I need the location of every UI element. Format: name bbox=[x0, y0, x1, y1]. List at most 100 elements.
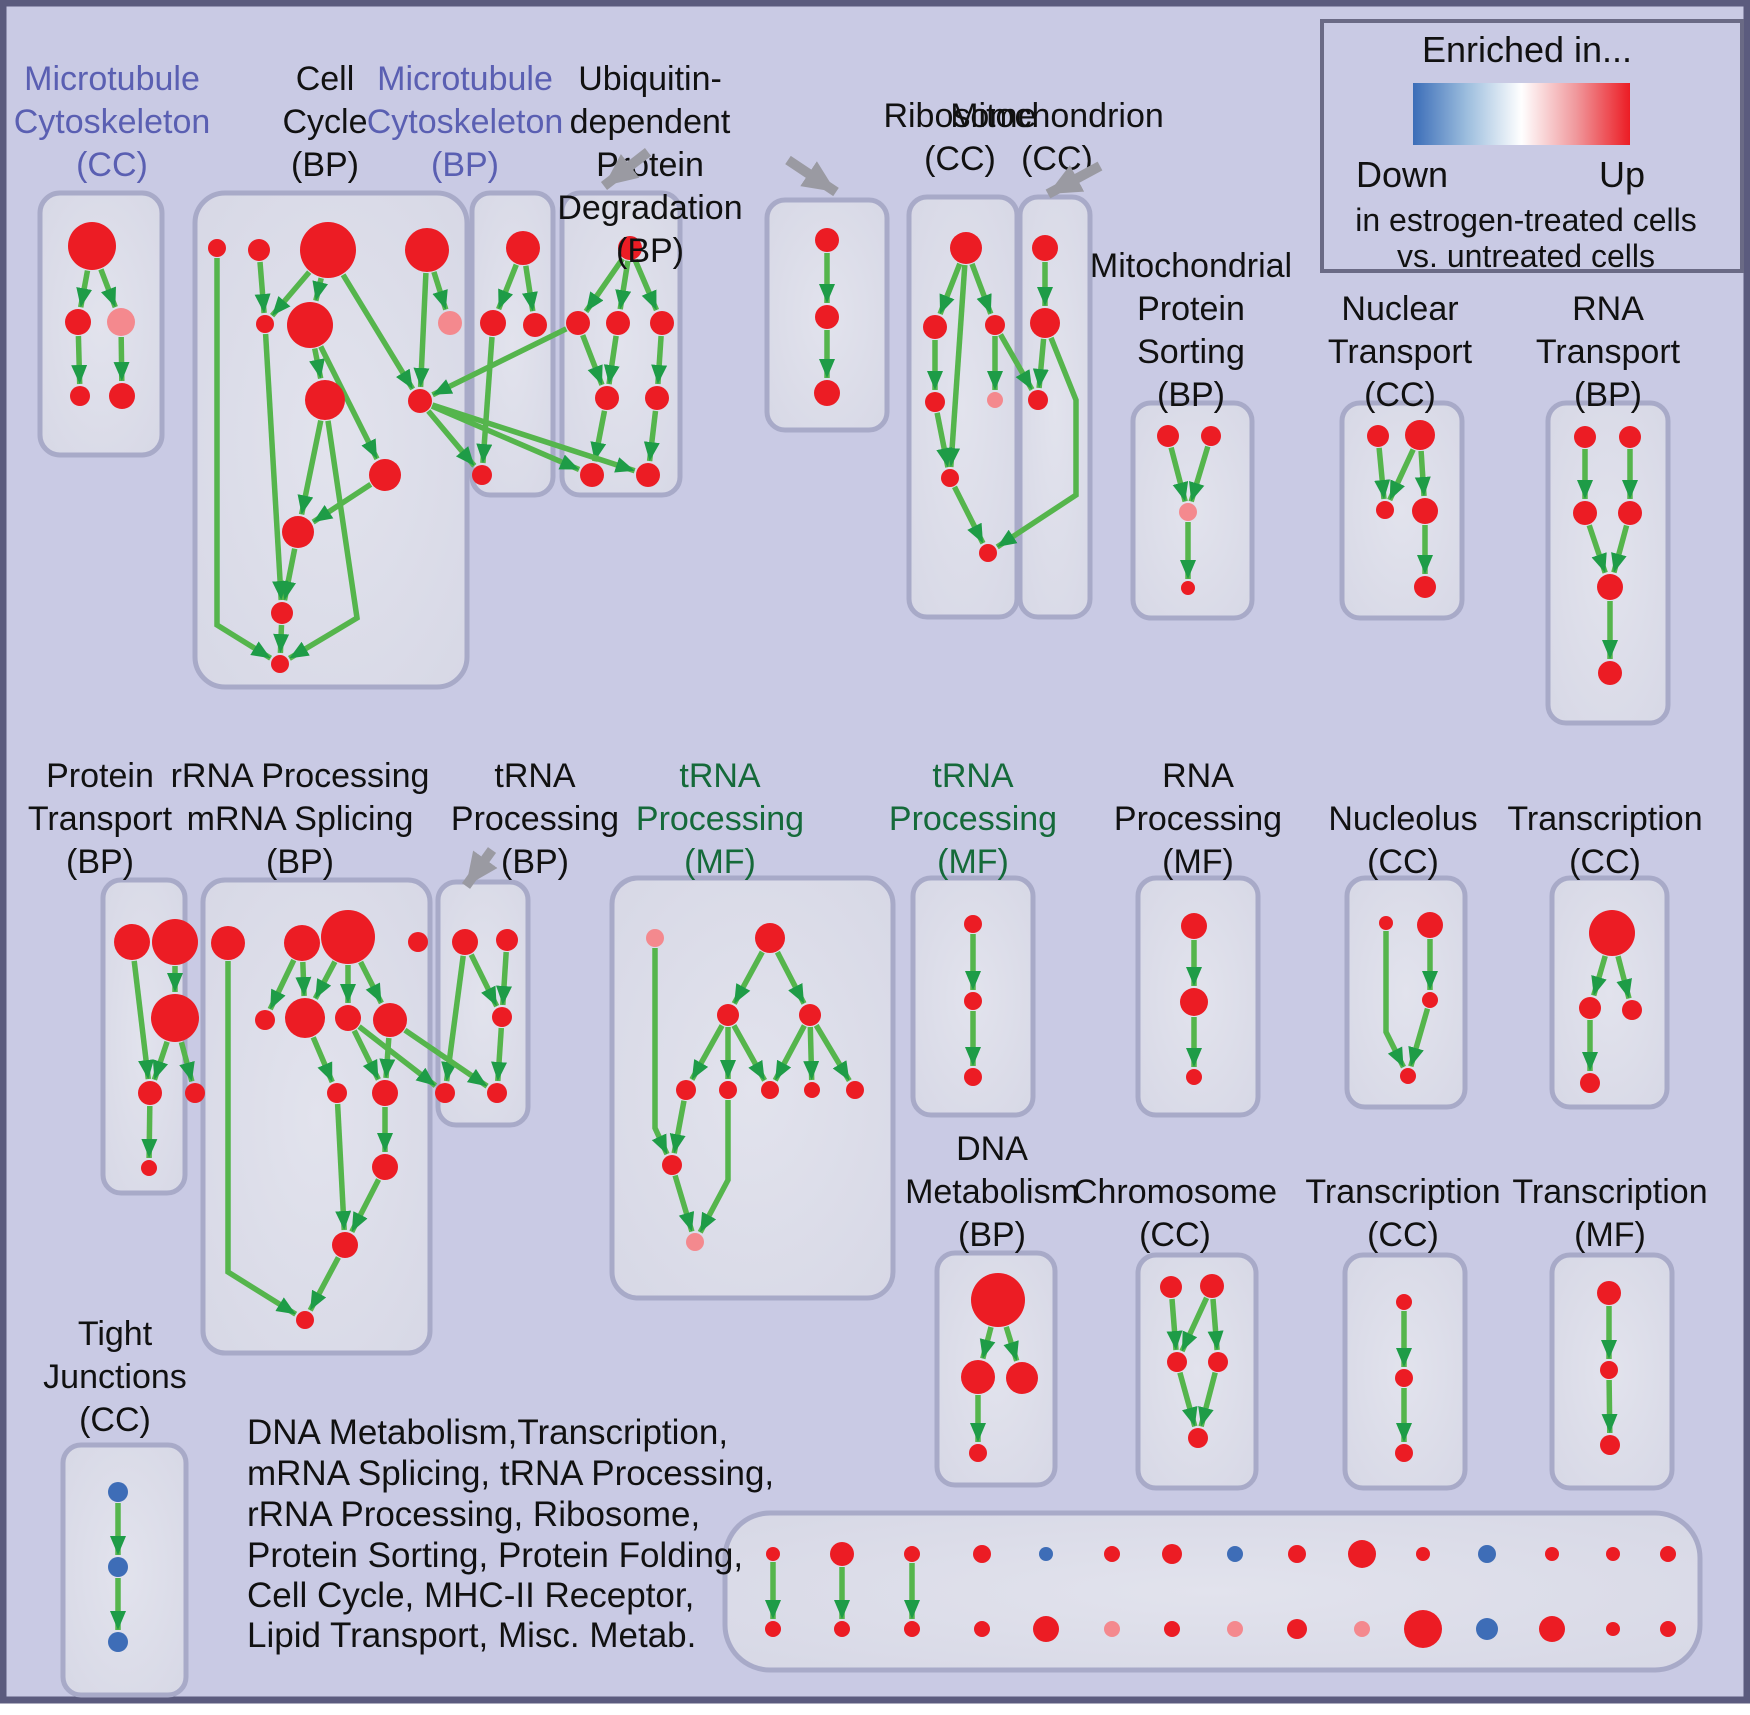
misc-category-text-line: Lipid Transport, Misc. Metab. bbox=[247, 1616, 696, 1655]
group-label-ribosome-cc: Ribosome (CC) bbox=[883, 97, 1036, 178]
edge-trna-processing-bp bbox=[491, 1027, 508, 1082]
gene-node-trna-processing-mf-large bbox=[676, 1080, 696, 1100]
gene-node-nuclear-transport-cc bbox=[1405, 420, 1435, 450]
gene-node-trna-processing-mf-small bbox=[964, 992, 982, 1010]
edge-trna-processing-bp bbox=[468, 953, 500, 1008]
gene-node-trna-processing-mf-large bbox=[646, 929, 664, 947]
gene-node-microtubule-cytoskeleton-bp bbox=[523, 313, 547, 337]
gene-node-microtubule-cytoskeleton-cc bbox=[107, 308, 135, 336]
gene-node-transcription-cc-lower bbox=[1395, 1444, 1413, 1462]
gene-node-ubiquitin-degradation-left bbox=[645, 386, 669, 410]
gene-node-misc-top bbox=[1416, 1547, 1430, 1561]
gene-node-rrna-processing-mrna-splicing-bp bbox=[372, 1154, 398, 1180]
edge-microtubule-cytoskeleton-cc bbox=[71, 335, 88, 385]
edge-nuclear-transport-cc bbox=[1374, 447, 1391, 500]
group-label-trna-processing-bp: tRNA Processing (BP) bbox=[451, 757, 619, 881]
edge-trna-processing-mf-large bbox=[651, 948, 670, 1156]
gene-node-misc-bottom bbox=[904, 1621, 920, 1637]
gene-node-trna-processing-bp bbox=[496, 929, 518, 951]
gene-node-trna-processing-mf-large bbox=[761, 1081, 779, 1099]
group-label-nucleolus-cc: Nucleolus (CC) bbox=[1328, 800, 1477, 881]
gene-node-trna-processing-mf-large bbox=[662, 1155, 682, 1175]
edge-cell-cycle-bp bbox=[309, 347, 325, 379]
gene-node-trna-processing-mf-large bbox=[804, 1082, 820, 1098]
group-box-transcription-cc-upper bbox=[1549, 875, 1670, 1110]
gene-node-misc-top bbox=[1348, 1540, 1376, 1568]
edge-rrna-processing-mrna-splicing-bp bbox=[358, 960, 384, 1005]
edge-ribosome-cc bbox=[937, 262, 963, 316]
gene-node-cell-cycle-bp bbox=[369, 459, 401, 491]
label-pointer-arrow bbox=[785, 155, 839, 197]
legend-subtitle-2: vs. untreated cells bbox=[1397, 238, 1655, 274]
edge-cross-group bbox=[998, 333, 1035, 391]
gene-node-chromosome-cc bbox=[1167, 1352, 1187, 1372]
gene-node-transcription-cc-lower bbox=[1396, 1294, 1412, 1310]
edge-protein-transport-bp bbox=[178, 1041, 195, 1083]
gene-node-rrna-processing-mrna-splicing-bp bbox=[284, 925, 320, 961]
gene-node-nuclear-transport-cc bbox=[1376, 501, 1394, 519]
edge-rrna-processing-mrna-splicing-bp bbox=[295, 961, 312, 997]
group-box-nuclear-transport-cc bbox=[1339, 400, 1465, 621]
gene-node-tight-junctions-cc bbox=[108, 1557, 128, 1577]
gene-node-protein-transport-bp bbox=[185, 1083, 205, 1103]
edge-trna-processing-mf-large bbox=[813, 1023, 852, 1083]
gene-node-trna-processing-bp bbox=[487, 1083, 507, 1103]
gene-node-ribosome-cc bbox=[950, 232, 982, 264]
edge-ubiquitin-degradation-left bbox=[632, 258, 660, 312]
gene-node-misc-top bbox=[1104, 1546, 1120, 1562]
gene-node-mitochondrion-cc bbox=[1030, 308, 1060, 338]
gene-node-misc-top bbox=[1162, 1544, 1182, 1564]
edge-dna-metabolism-bp bbox=[1003, 1325, 1020, 1362]
edge-transcription-cc-upper bbox=[1591, 955, 1608, 997]
edge-chromosome-cc bbox=[1179, 1296, 1210, 1353]
group-label-trna-processing-mf-small: tRNA Processing (MF) bbox=[889, 757, 1057, 881]
gene-node-rrna-processing-mrna-splicing-bp bbox=[255, 1010, 275, 1030]
edge-ubiquitin-degradation-left bbox=[651, 335, 668, 385]
gene-node-trna-processing-mf-large bbox=[755, 923, 785, 953]
gene-node-rrna-processing-mrna-splicing-bp bbox=[327, 1083, 347, 1103]
group-box-microtubule-cytoskeleton-bp bbox=[469, 190, 556, 498]
misc-category-text-line: mRNA Splicing, tRNA Processing, bbox=[247, 1454, 774, 1493]
gene-node-ubiquitin-degradation-left bbox=[618, 236, 642, 260]
gene-node-trna-processing-mf-large bbox=[717, 1004, 739, 1026]
edge-protein-transport-bp bbox=[151, 1040, 170, 1081]
edge-cell-cycle-bp bbox=[254, 261, 271, 314]
edge-chromosome-cc bbox=[1207, 1298, 1224, 1351]
gene-node-rrna-processing-mrna-splicing-bp bbox=[373, 1003, 407, 1037]
gene-node-cell-cycle-bp bbox=[271, 602, 293, 624]
gene-node-dna-metabolism-bp bbox=[969, 1444, 987, 1462]
label-pointer-arrow bbox=[600, 148, 652, 190]
edge-rrna-processing-mrna-splicing-bp bbox=[349, 1178, 382, 1233]
gene-node-ribosome-cc bbox=[941, 469, 959, 487]
edge-cell-cycle-bp bbox=[413, 272, 430, 388]
group-label-ubiquitin-degradation-left: Ubiquitin-dependent Protein Degradation (BP… bbox=[557, 60, 742, 270]
edge-trna-processing-mf-large bbox=[774, 950, 807, 1005]
gene-node-ubiquitin-degradation-left bbox=[650, 311, 674, 335]
edge-transcription-cc-upper bbox=[1615, 955, 1632, 1000]
edge-cell-cycle-bp bbox=[214, 258, 273, 661]
gene-node-nucleolus-cc bbox=[1379, 916, 1393, 930]
gene-node-microtubule-cytoskeleton-bp bbox=[480, 310, 506, 336]
edge-cross-group bbox=[430, 403, 581, 473]
legend-box bbox=[1320, 19, 1744, 273]
edge-chromosome-cc bbox=[1198, 1371, 1218, 1428]
edge-rrna-processing-mrna-splicing-bp bbox=[225, 961, 298, 1317]
gene-node-rna-transport-bp bbox=[1597, 574, 1623, 600]
group-box-dna-metabolism-bp bbox=[934, 1250, 1058, 1488]
gene-node-rrna-processing-mrna-splicing-bp bbox=[321, 910, 375, 964]
edge-cell-cycle-bp bbox=[270, 270, 312, 318]
edge-trna-processing-bp bbox=[496, 951, 512, 1006]
gene-node-rna-transport-bp bbox=[1573, 501, 1597, 525]
misc-category-text-line: rRNA Processing, Ribosome, bbox=[247, 1495, 700, 1534]
edge-mitochondrial-protein-sorting-bp bbox=[1188, 445, 1211, 503]
edge-cell-cycle-bp bbox=[340, 273, 416, 391]
gene-node-misc-bottom bbox=[765, 1621, 781, 1637]
group-box-misc-categories bbox=[722, 1510, 1703, 1673]
edge-rna-transport-bp bbox=[1586, 524, 1608, 574]
edge-protein-transport-bp bbox=[131, 960, 154, 1080]
edge-ubiquitin-degradation-left bbox=[590, 410, 608, 462]
gene-node-rna-transport-bp bbox=[1574, 426, 1596, 448]
gene-node-chromosome-cc bbox=[1160, 1276, 1182, 1298]
gene-node-misc-bottom bbox=[1287, 1619, 1307, 1639]
